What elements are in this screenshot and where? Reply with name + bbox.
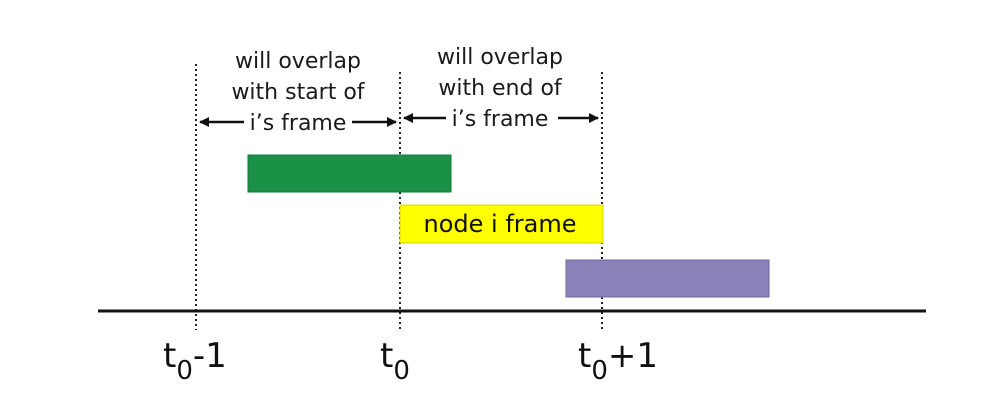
left-region-line-2: with start of <box>231 80 365 105</box>
right-region-line-3: i’s frame <box>452 107 549 132</box>
right-region-line-1: will overlap <box>437 45 563 70</box>
tick-label-t0-plus-1: t0+1 <box>578 336 658 386</box>
node-i-frame-label: node i frame <box>424 210 577 238</box>
left-region-line-1: will overlap <box>235 49 361 74</box>
next-frame-bar <box>565 259 770 298</box>
previous-frame-bar <box>247 154 452 193</box>
tick-label-t0-minus-1: t0-1 <box>163 336 227 386</box>
right-region-line-2: with end of <box>438 76 563 101</box>
left-region-line-3: i’s frame <box>250 111 347 136</box>
tick-label-t0: t0 <box>380 336 410 386</box>
node-i-frame-bar <box>399 204 604 244</box>
